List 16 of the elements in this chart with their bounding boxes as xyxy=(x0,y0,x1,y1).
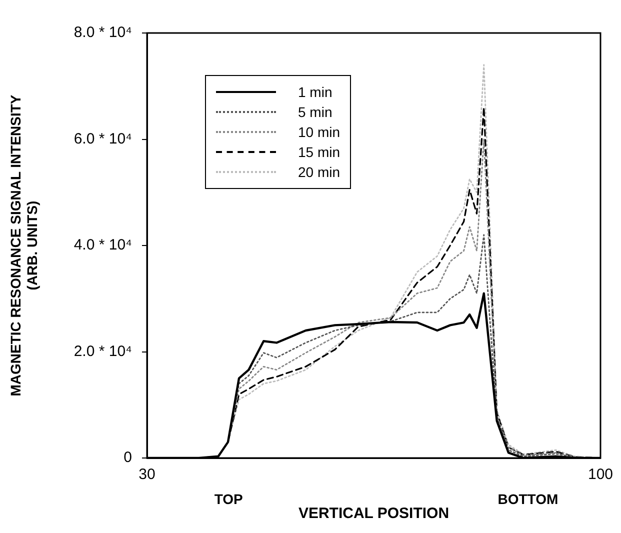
x-tick-label: 100 xyxy=(588,466,613,484)
text: TOP xyxy=(214,490,243,507)
legend-label: 1 min xyxy=(298,84,332,100)
y-axis-title: MAGNETIC RESONANCE SIGNAL INTENSITY (ARB. UNITS) xyxy=(7,94,40,396)
y-tick-label: 2.0 * 10⁴ xyxy=(74,342,132,360)
legend-label: 10 min xyxy=(298,124,340,140)
legend-label: 5 min xyxy=(298,104,332,120)
text: BOTTOM xyxy=(498,490,558,507)
legend-label: 20 min xyxy=(298,164,340,180)
y-tick-label: 8.0 * 10⁴ xyxy=(74,24,132,42)
y-tick-label: 6.0 * 10⁴ xyxy=(74,130,132,148)
legend-label: 15 min xyxy=(298,144,340,160)
x-tick-label: 30 xyxy=(138,466,156,484)
y-tick-label: 4.0 * 10⁴ xyxy=(74,236,132,254)
y-tick-label: 0 xyxy=(124,449,132,466)
x-axis-title: VERTICAL POSITION xyxy=(298,505,450,522)
